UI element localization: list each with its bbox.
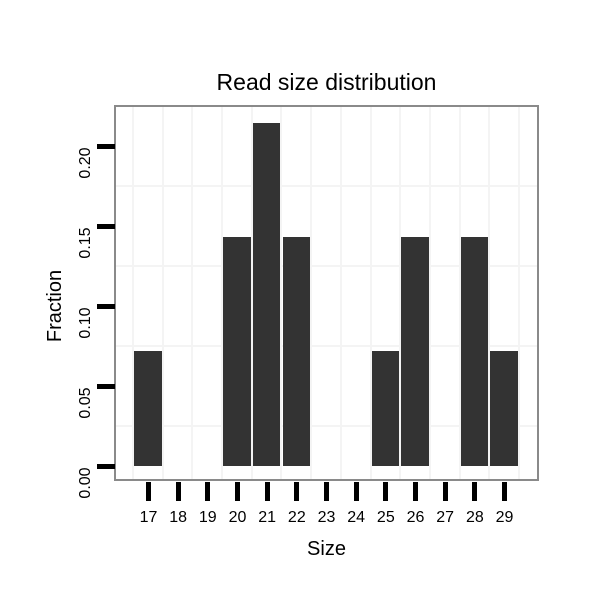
bar — [252, 122, 281, 466]
minor-gridline-horizontal — [115, 344, 537, 347]
x-tick-label: 29 — [495, 509, 514, 526]
x-tick-mark — [234, 482, 240, 501]
x-tick-mark — [472, 482, 478, 501]
minor-gridline-horizontal — [115, 424, 537, 427]
x-tick-label: 21 — [258, 509, 277, 526]
y-tick-mark — [97, 303, 115, 309]
x-tick-mark — [383, 482, 389, 501]
x-tick-label: 24 — [347, 509, 366, 526]
minor-gridline-vertical — [339, 107, 342, 479]
x-tick-label: 19 — [198, 509, 217, 526]
minor-gridline-vertical — [310, 107, 313, 479]
x-tick-mark — [264, 482, 270, 501]
x-tick-label: 20 — [228, 509, 247, 526]
plot-panel — [113, 105, 539, 481]
bar — [401, 236, 429, 466]
minor-gridline-vertical — [369, 107, 372, 479]
x-tick-mark — [353, 482, 359, 501]
x-tick-label: 27 — [436, 509, 455, 526]
x-tick-label: 26 — [406, 509, 425, 526]
minor-gridline-vertical — [458, 107, 461, 479]
x-tick-mark — [205, 482, 211, 501]
x-tick-mark — [413, 482, 418, 501]
minor-gridline-horizontal — [115, 184, 537, 187]
minor-gridline-vertical — [517, 107, 520, 479]
bar — [282, 236, 311, 466]
minor-gridline-vertical — [191, 107, 194, 479]
minor-gridline-vertical — [132, 107, 135, 479]
x-tick-label: 22 — [287, 509, 306, 526]
y-tick-mark — [97, 143, 115, 149]
chart-title: Read size distribution — [216, 69, 437, 95]
y-tick-mark — [97, 223, 115, 229]
x-tick-label: 25 — [376, 509, 395, 526]
x-tick-mark — [145, 482, 151, 501]
minor-gridline-vertical — [428, 107, 431, 479]
y-tick-label: 0.20 — [77, 146, 94, 179]
x-tick-label: 18 — [169, 509, 188, 526]
bar — [490, 351, 518, 466]
minor-gridline-horizontal — [115, 264, 537, 267]
bar — [223, 236, 251, 466]
x-tick-mark — [502, 482, 507, 501]
x-tick-mark — [175, 482, 181, 501]
y-tick-label: 0.10 — [77, 306, 94, 339]
minor-gridline-vertical — [280, 107, 283, 479]
x-tick-label: 23 — [317, 509, 336, 526]
minor-gridline-vertical — [399, 107, 402, 479]
y-tick-label: 0.15 — [77, 226, 94, 259]
minor-gridline-vertical — [221, 107, 224, 479]
minor-gridline-vertical — [488, 107, 491, 479]
minor-gridline-vertical — [250, 107, 253, 479]
x-tick-mark — [442, 482, 448, 501]
bar — [134, 351, 162, 466]
y-tick-label: 0.05 — [77, 386, 94, 419]
x-tick-mark — [324, 482, 329, 501]
x-tick-label: 28 — [465, 509, 484, 526]
y-tick-label: 0.00 — [77, 466, 94, 499]
x-tick-mark — [294, 482, 300, 501]
y-tick-mark — [97, 463, 115, 469]
y-axis-title-text: Fraction — [44, 269, 66, 343]
x-tick-label: 17 — [139, 509, 158, 526]
y-tick-mark — [97, 383, 115, 389]
x-axis-title: Size — [307, 538, 346, 560]
bar — [371, 351, 400, 466]
bar — [460, 236, 489, 466]
minor-gridline-vertical — [161, 107, 164, 479]
